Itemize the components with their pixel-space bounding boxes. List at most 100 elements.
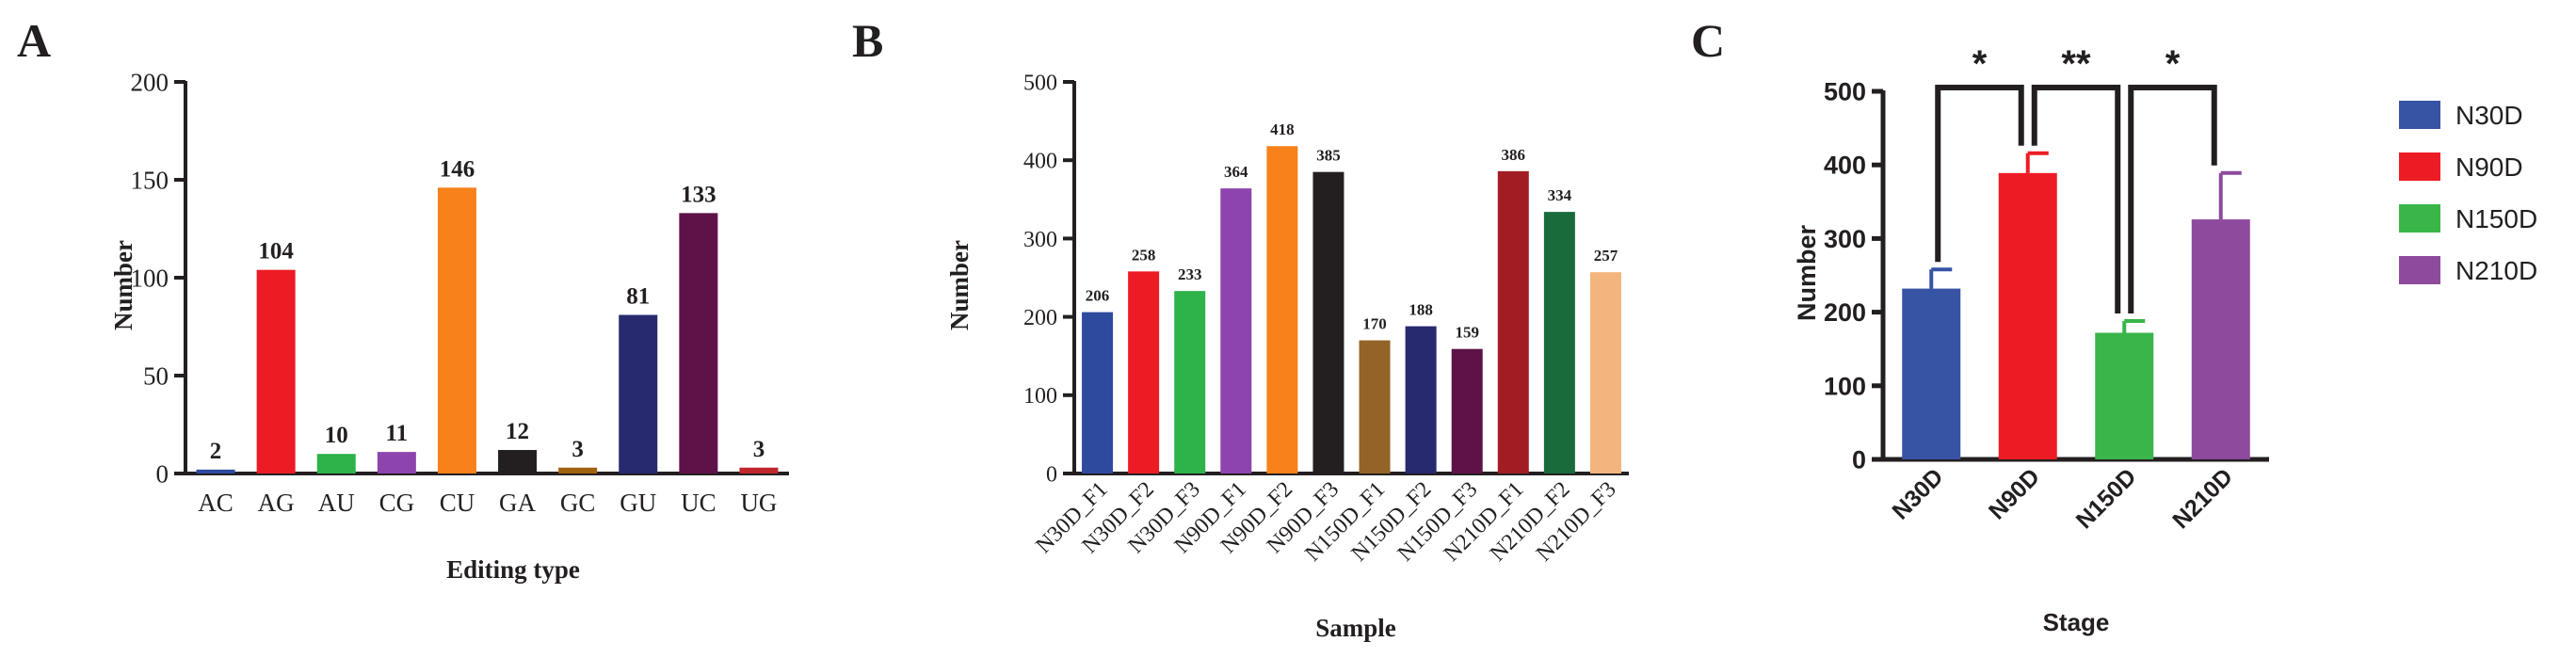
panel-b-bar	[1543, 212, 1575, 473]
panel-c-significance-label: *	[1972, 43, 1988, 85]
panel-a-x-tick-label: UC	[681, 489, 716, 517]
panel-c-x-tick-label: N150D	[2071, 463, 2142, 534]
panel-a-y-tick-label: 200	[131, 68, 169, 96]
panel-c-bar	[2095, 332, 2154, 459]
panel-b-bar	[1174, 291, 1206, 473]
panel-a-bar	[377, 452, 416, 473]
panel-b-bar	[1497, 170, 1529, 473]
panel-a-x-tick-label: GU	[620, 489, 656, 517]
panel-a-x-tick-label: AU	[318, 489, 355, 517]
panel-a-x-tick-label: UG	[740, 489, 777, 517]
panel-b-data-label: 334	[1548, 186, 1572, 204]
panel-c-ylabel-wrap: Number	[1793, 225, 1821, 322]
panel-a-bar	[498, 450, 538, 473]
panel-c-y-tick-label: 300	[1824, 225, 1866, 253]
panel-c-legend-label: N90D	[2455, 152, 2523, 182]
panel-c-legend-swatch	[2399, 204, 2440, 233]
panel-a-data-label: 3	[572, 437, 584, 462]
panel-b-bar	[1451, 348, 1483, 473]
panel-a-xlabel: Editing type	[446, 555, 580, 584]
panel-a-bar	[619, 314, 658, 473]
panel-b-data-label: 170	[1362, 315, 1387, 333]
panel-b-y-tick-label: 0	[1046, 462, 1057, 487]
panel-c-significance-label: **	[2061, 43, 2091, 85]
panel-a-bar	[558, 467, 598, 473]
panel-c-legend-label: N30D	[2455, 101, 2523, 130]
panel-b-bar	[1405, 326, 1437, 473]
panel-a-y-tick-label: 0	[156, 459, 169, 488]
panel-b-data-label: 364	[1224, 163, 1248, 181]
panel-b-bar	[1082, 312, 1114, 473]
panel-a-bar	[437, 187, 476, 473]
panel-a-letter: A	[17, 14, 51, 67]
panel-a-x-tick-label: AG	[258, 489, 295, 517]
panel-c-legend-swatch	[2399, 152, 2440, 181]
panel-a-x-tick-label: GA	[499, 489, 536, 517]
panel-b-xlabel: Sample	[1315, 614, 1396, 642]
panel-c-legend-label: N150D	[2455, 204, 2537, 233]
panel-c-legend-swatch	[2399, 101, 2440, 129]
panel-a-bar	[316, 454, 356, 473]
panel-b-y-tick-label: 200	[1023, 306, 1057, 330]
panel-a-bar	[256, 269, 296, 473]
panel-b-ylabel: Number	[945, 240, 974, 330]
panel-b-bar	[1220, 188, 1252, 474]
panel-b-data-label: 159	[1455, 324, 1479, 342]
panel-a-ylabel: Number	[109, 240, 137, 330]
panel-a-y-tick-label: 150	[131, 166, 169, 194]
panel-b-bar	[1128, 271, 1160, 473]
panel-c-y-tick-label: 0	[1852, 445, 1866, 473]
panel-a-data-label: 81	[626, 284, 650, 310]
panel-c-y-tick-label: 400	[1824, 152, 1866, 180]
panel-c-bar	[1998, 172, 2057, 459]
panel-a-x-tick-label: GC	[560, 489, 596, 517]
panel-b-data-label: 257	[1594, 247, 1618, 265]
panel-b-bar	[1359, 340, 1391, 473]
panel-a-data-label: 10	[325, 423, 348, 448]
panel-a-y-tick-label: 100	[131, 264, 169, 292]
panel-b-bar	[1266, 146, 1298, 473]
panel-c-x-tick-label: N30D	[1887, 463, 1948, 524]
panel-a-y-tick-label: 50	[143, 361, 169, 390]
panel-c-y-tick-label: 200	[1824, 298, 1866, 327]
panel-a-x-tick-label: CG	[379, 489, 415, 517]
panel-b-plot: 0100200300400500206N30D_F1258N30D_F2233N…	[1023, 71, 1629, 567]
panel-a-x-tick-label: CU	[440, 489, 475, 517]
panel-c-xlabel: Stage	[2043, 608, 2110, 636]
panel-c-bar	[2191, 219, 2250, 459]
panel-a-data-label: 2	[210, 439, 222, 464]
panel-a-plot: 0 50 100 150 200 2 AC 104 AG 10 AU 11 CG 146 CU 12 GA 3 GC…	[131, 68, 789, 517]
panel-c-legend-label: N210D	[2455, 256, 2537, 285]
panel-b-data-label: 386	[1502, 146, 1526, 164]
panel-c-x-tick-label: N90D	[1984, 463, 2045, 524]
panel-a-data-label: 104	[258, 239, 294, 265]
panel-a-data-label: 146	[440, 156, 475, 182]
panel-b-data-label: 385	[1316, 147, 1341, 165]
panel-c-letter: C	[1691, 14, 1725, 67]
panel-b-bar	[1589, 272, 1621, 473]
panel-a-ylabel-wrap: Number	[109, 240, 137, 330]
panel-a-data-label: 12	[506, 419, 529, 444]
panel-b-data-label: 233	[1178, 265, 1202, 283]
panel-a-x-tick-label: AC	[198, 489, 233, 517]
panel-c-legend-swatch	[2399, 256, 2440, 284]
panel-b-data-label: 418	[1270, 120, 1295, 138]
panel-c-x-tick-label: N210D	[2167, 463, 2238, 534]
panel-b-y-tick-label: 300	[1023, 228, 1057, 252]
panel-c-significance-bracket	[1935, 85, 2024, 263]
panel-c-significance-bracket	[2031, 85, 2121, 313]
panel-b-y-tick-label: 500	[1023, 71, 1057, 95]
panel-a-bar	[739, 467, 779, 473]
panel-c-y-tick-label: 100	[1824, 372, 1866, 400]
panel-c-significance-bracket	[2128, 85, 2217, 313]
panel-b-data-label: 188	[1409, 301, 1433, 319]
panel-b: B Number Sample 0100200300400500206N30D_…	[852, 14, 1629, 642]
panel-c-legend: N30D N90D N150D N210D	[2399, 101, 2537, 285]
panel-c-y-tick-label: 500	[1824, 77, 1866, 105]
panel-b-bar	[1312, 171, 1344, 473]
panel-b-data-label: 206	[1086, 287, 1110, 305]
panel-b-y-tick-label: 100	[1023, 384, 1057, 409]
